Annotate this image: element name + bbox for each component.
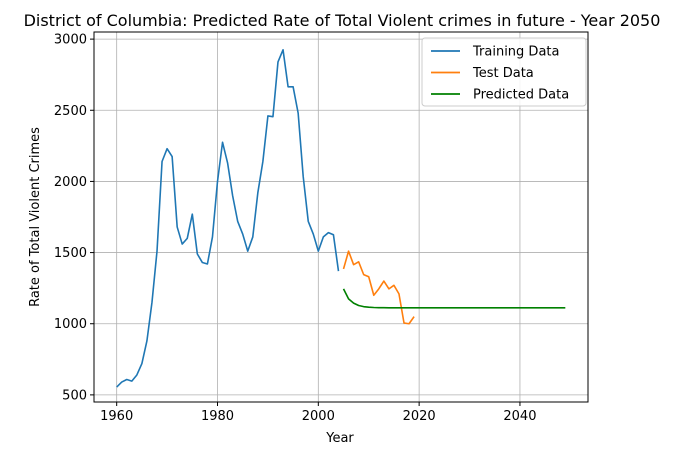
chart-title: District of Columbia: Predicted Rate of … [24,11,661,30]
legend-label-training-data: Training Data [472,45,559,60]
x-tick-label: 1960 [100,409,133,424]
series-lines [116,48,566,388]
series-line-predicted-data [342,288,566,309]
x-tick-label: 2000 [302,409,335,424]
y-tick-label: 500 [62,388,87,403]
x-tick-label: 2020 [403,409,436,424]
y-axis-label: Rate of Total Violent Crimes [28,127,43,307]
y-tick-label: 1000 [54,317,87,332]
y-tick-label: 1500 [54,246,87,261]
x-tick-label: 1980 [201,409,234,424]
legend: Training Data Test Data Predicted Data [421,37,587,107]
y-tick-label: 3000 [54,33,87,48]
legend-label-predicted-data: Predicted Data [473,88,569,103]
grid [94,32,588,402]
x-tick-label: 2040 [503,409,536,424]
y-tick-label: 2000 [54,175,87,190]
legend-label-test-data: Test Data [472,66,534,81]
plot-frame [93,31,589,403]
y-tick-label: 2500 [54,104,87,119]
series-line-test-data [342,250,415,325]
legend-box [421,37,587,107]
x-axis-label: Year [325,431,354,446]
x-axis-ticks: 1960 1980 2000 2020 2040 [100,402,536,424]
y-axis-ticks: 500 1000 1500 2000 2500 3000 [54,33,94,403]
series-line-training-data [116,48,340,388]
